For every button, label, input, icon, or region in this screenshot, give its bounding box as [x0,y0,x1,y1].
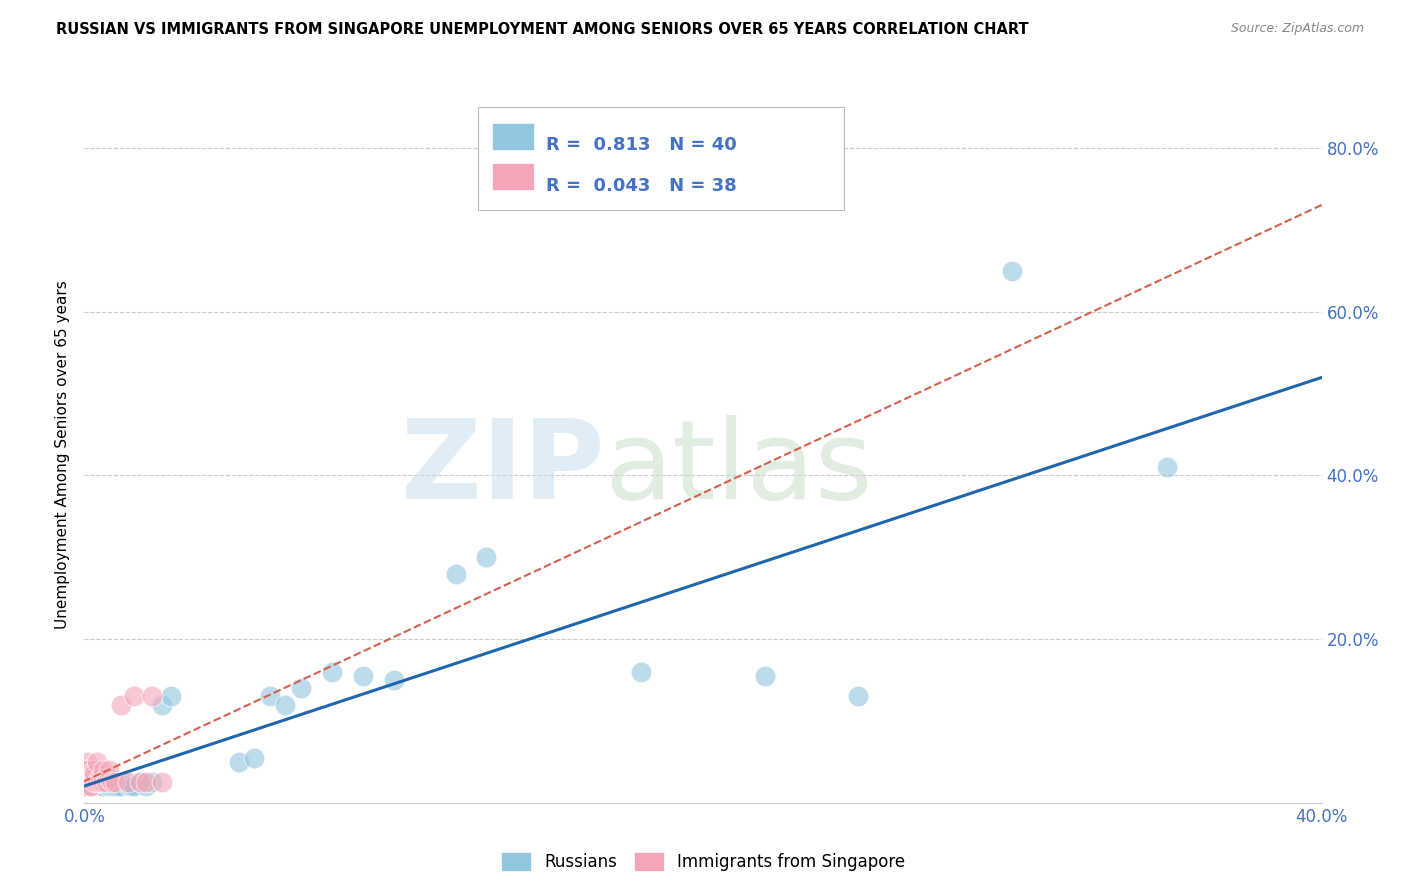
Point [110,698,132,712]
Point [91,775,114,789]
Point [83,767,105,781]
Point [73,780,96,794]
Point [83,763,105,777]
Point [122,690,145,704]
Point [135,780,157,794]
Point [79,778,101,792]
Point [630,665,652,679]
Point [114,775,136,789]
Point [76,767,98,781]
Point [101,775,124,789]
Point [444,566,467,581]
Point [91,780,114,794]
Point [86,775,108,789]
Point [89,775,111,789]
Point [1156,460,1178,475]
Text: Source: ZipAtlas.com: Source: ZipAtlas.com [1230,22,1364,36]
Point [129,775,152,789]
Point [122,780,145,794]
Point [120,780,142,794]
Point [160,690,183,704]
Point [73,775,96,789]
Point [86,780,108,794]
Point [89,778,111,792]
Text: R =  0.043   N = 38: R = 0.043 N = 38 [546,177,737,194]
Text: RUSSIAN VS IMMIGRANTS FROM SINGAPORE UNEMPLOYMENT AMONG SENIORS OVER 65 YEARS CO: RUSSIAN VS IMMIGRANTS FROM SINGAPORE UNE… [56,22,1029,37]
Point [89,780,111,794]
Point [86,755,108,769]
Point [98,771,121,785]
Point [135,775,157,789]
Point [352,669,374,683]
Point [101,780,124,794]
Point [129,775,152,789]
Point [107,780,129,794]
Point [94,771,117,785]
Point [104,775,127,789]
Point [150,775,173,789]
Point [259,690,281,704]
Point [94,778,117,792]
Point [98,780,121,794]
Point [846,690,869,704]
Point [79,780,101,794]
Point [76,771,98,785]
Point [83,775,105,789]
Point [79,767,101,781]
Point [117,778,139,792]
Text: ZIP: ZIP [401,416,605,523]
Text: atlas: atlas [605,416,873,523]
Point [94,775,117,789]
Point [79,780,101,794]
Point [290,681,312,696]
Point [141,690,163,704]
Point [73,775,96,789]
Point [83,771,105,785]
Point [76,775,98,789]
Point [1001,264,1024,278]
Point [83,775,105,789]
Point [76,775,98,789]
Point [382,673,405,687]
Point [73,780,96,794]
Text: R =  0.813   N = 40: R = 0.813 N = 40 [546,136,737,154]
Point [89,771,111,785]
Point [98,763,121,777]
Point [274,698,297,712]
Point [76,755,98,769]
Point [475,550,498,565]
Point [150,698,173,712]
Point [73,780,96,794]
Point [754,669,776,683]
Point [79,771,101,785]
Point [76,780,98,794]
Point [321,665,343,679]
Point [91,763,114,777]
Point [141,775,163,789]
Point [104,780,127,794]
Legend: Russians, Immigrants from Singapore: Russians, Immigrants from Singapore [494,846,912,878]
Point [76,763,98,777]
Point [117,775,139,789]
Point [243,751,266,765]
Point [110,780,132,794]
Point [76,763,98,777]
Y-axis label: Unemployment Among Seniors over 65 years: Unemployment Among Seniors over 65 years [55,281,70,629]
Point [228,755,250,769]
Point [79,780,101,794]
Point [83,780,105,794]
